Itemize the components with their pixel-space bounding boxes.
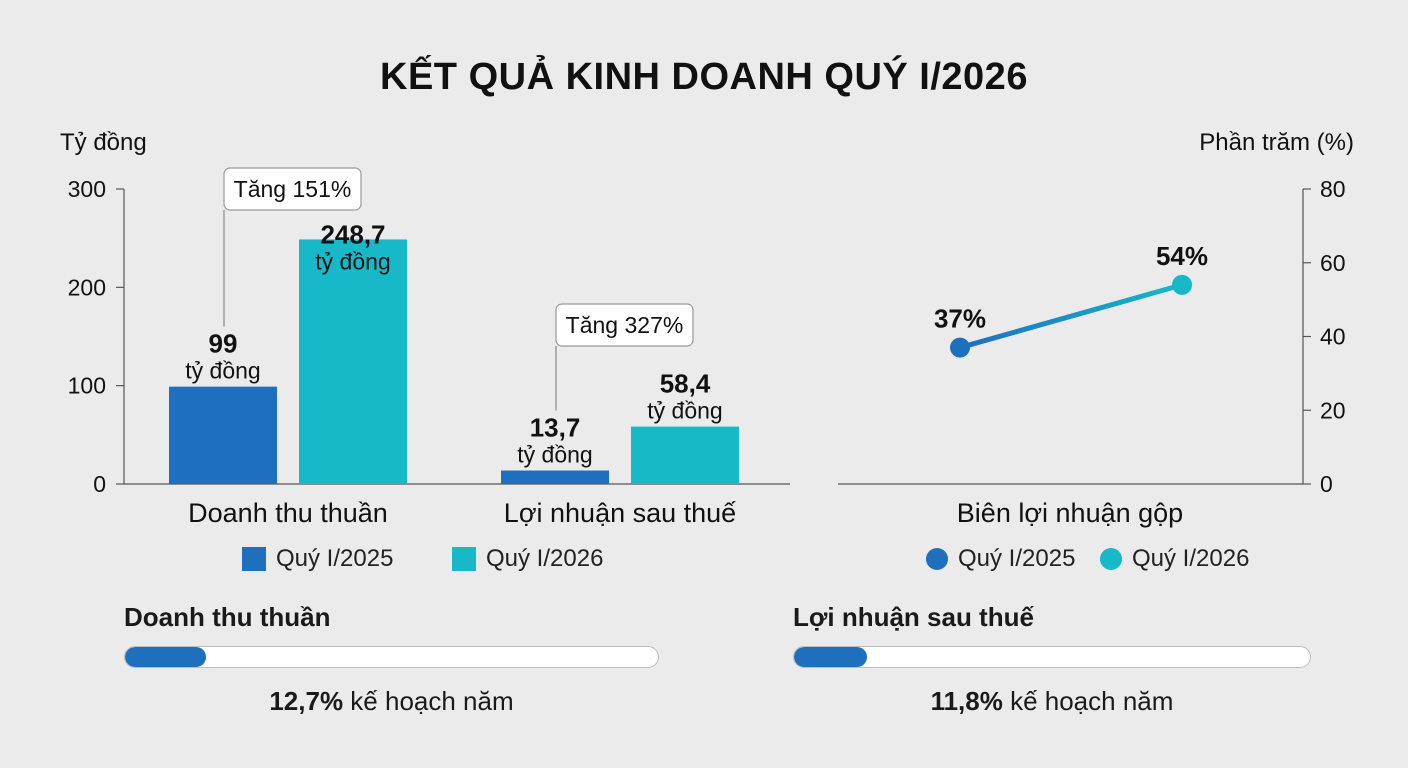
bar-unit-label: tỷ đồng [185, 358, 260, 384]
legend-swatch-q2026 [452, 547, 476, 571]
bar-data-label: 58,4 [660, 369, 711, 399]
bar-y-tick-label: 300 [68, 176, 106, 202]
bar [631, 426, 739, 484]
bar-y-tick-label: 0 [93, 471, 106, 497]
legend-swatch-q2025 [242, 547, 266, 571]
legend-label-line-q2026: Quý I/2026 [1132, 545, 1250, 572]
progress-track-revenue [124, 646, 659, 668]
bar-y-tick-label: 200 [68, 274, 106, 300]
page-title: KẾT QUẢ KINH DOANH QUÝ I/2026 [380, 56, 1028, 98]
annotation-label: Tăng 327% [566, 312, 684, 338]
bar-y-tick-label: 100 [68, 373, 106, 399]
line-data-label: 54% [1156, 241, 1208, 271]
line-y-tick-label: 20 [1320, 397, 1346, 423]
bar [299, 239, 407, 484]
line-data-label: 37% [934, 304, 986, 334]
progress-suffix-revenue: kế hoạch năm [343, 686, 514, 716]
legend-item-line-q2025: Quý I/2025 [926, 545, 1075, 573]
line-y-tick-label: 0 [1320, 471, 1333, 497]
progress-fill-revenue [125, 647, 207, 667]
progress-fill-profit [794, 647, 868, 667]
bar-category-label: Lợi nhuận sau thuế [504, 498, 736, 528]
legend-item-q2026: Quý I/2026 [452, 545, 603, 573]
progress-caption-revenue: 12,7% kế hoạch năm [124, 686, 659, 717]
bar-category-label: Doanh thu thuần [188, 498, 388, 528]
progress-value-profit: 11,8% [930, 686, 1003, 716]
line-series [957, 282, 1185, 351]
bar-data-label: 13,7 [530, 413, 581, 443]
bar-data-label: 99 [209, 329, 238, 359]
line-category-label: Biên lợi nhuận gộp [957, 498, 1183, 528]
progress-value-revenue: 12,7% [269, 686, 344, 716]
annotation-label: Tăng 151% [234, 176, 352, 202]
progress-title-profit: Lợi nhuận sau thuế [793, 602, 1034, 632]
bar-data-label: 248,7 [320, 219, 385, 249]
progress-title-revenue: Doanh thu thuần [124, 602, 331, 632]
progress-track-profit [793, 646, 1311, 668]
annotation-box [555, 303, 694, 347]
bar-unit-label: tỷ đồng [315, 248, 390, 274]
legend-label-line-q2025: Quý I/2025 [958, 545, 1076, 572]
line-y-tick-label: 40 [1320, 324, 1346, 350]
legend-marker-q2026 [1100, 548, 1122, 570]
line-point [950, 337, 970, 358]
legend-label-q2026: Quý I/2026 [486, 545, 604, 572]
line-y-tick-label: 80 [1320, 176, 1346, 202]
bar [501, 470, 609, 484]
bar-unit-label: tỷ đồng [517, 442, 592, 468]
line-point [1172, 274, 1192, 295]
legend-item-line-q2026: Quý I/2026 [1100, 545, 1249, 573]
bar-y-axis-label: Tỷ đồng [60, 129, 147, 156]
line-y-tick-label: 60 [1320, 250, 1346, 276]
legend-label-q2025: Quý I/2025 [276, 545, 394, 572]
annotation-box [223, 167, 362, 211]
legend-marker-q2025 [926, 548, 948, 570]
line-y-axis-label: Phần trăm (%) [1199, 129, 1354, 156]
bar [169, 386, 277, 484]
bar-unit-label: tỷ đồng [647, 398, 722, 424]
progress-caption-profit: 11,8% kế hoạch năm [793, 686, 1311, 717]
progress-suffix-profit: kế hoạch năm [1002, 686, 1174, 716]
legend-item-q2025: Quý I/2025 [242, 545, 393, 573]
